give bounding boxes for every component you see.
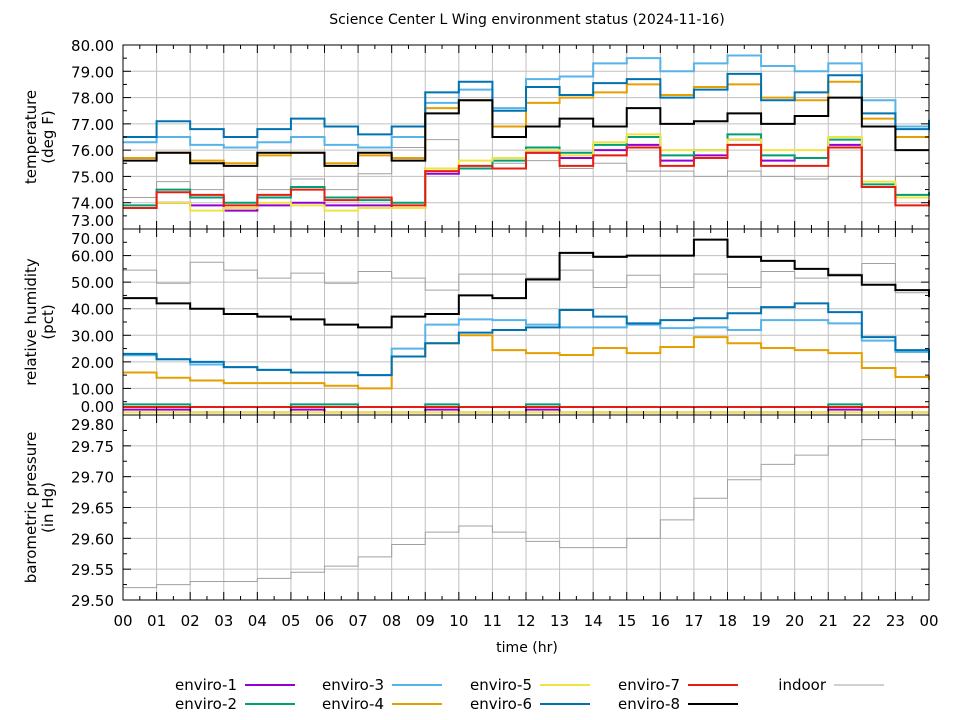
x-tick-label: 06 <box>315 612 334 630</box>
series-line-enviro-7 <box>123 143 930 209</box>
x-tick-label: 11 <box>483 612 502 630</box>
series-line-enviro-6 <box>123 302 930 377</box>
y-axis-label: temperature(deg F) <box>22 90 57 184</box>
legend-item-enviro-6: enviro-6 <box>470 695 590 713</box>
y-tick-label: 10.00 <box>71 380 114 398</box>
y-tick-label: 80.00 <box>71 37 114 55</box>
x-tick-label: 05 <box>281 612 300 630</box>
y-tick-label: 29.50 <box>71 592 114 610</box>
legend-item-indoor: indoor <box>778 676 884 694</box>
y-axis-label-line: (in Hg) <box>39 482 57 533</box>
x-tick-label: 04 <box>248 612 267 630</box>
legend-label: indoor <box>778 676 827 694</box>
legend-item-enviro-8: enviro-8 <box>618 695 738 713</box>
series-line-indoor <box>123 439 929 589</box>
x-tick-label: 17 <box>684 612 703 630</box>
y-tick-label: 73.00 <box>71 212 114 230</box>
legend-label: enviro-8 <box>618 695 680 713</box>
x-tick-label: 03 <box>214 612 233 630</box>
y-tick-label: 76.00 <box>71 142 114 160</box>
x-tick-label: 16 <box>651 612 670 630</box>
y-axis-label-line: (deg F) <box>39 110 57 163</box>
x-tick-label: 18 <box>718 612 737 630</box>
y-tick-label: 74.00 <box>71 195 114 213</box>
y-tick-label: 0.00 <box>81 398 114 416</box>
y-tick-label: 29.75 <box>71 438 114 456</box>
x-tick-label: 12 <box>516 612 535 630</box>
chart-title: Science Center L Wing environment status… <box>329 12 725 28</box>
y-tick-label: 79.00 <box>71 63 114 81</box>
legend-item-enviro-3: enviro-3 <box>322 676 442 694</box>
y-axis-label: barometric pressure(in Hg) <box>22 432 57 584</box>
y-tick-label: 77.00 <box>71 116 114 134</box>
legend-label: enviro-5 <box>470 676 532 694</box>
y-tick-label: 29.60 <box>71 530 114 548</box>
x-tick-label: 07 <box>349 612 368 630</box>
x-tick-label: 13 <box>550 612 569 630</box>
panel-3: 29.50 29.55 29.60 29.65 29.70 29.75 29.80 barom… <box>22 414 930 610</box>
x-tick-label: 00 <box>113 612 132 630</box>
y-tick-label: 29.70 <box>71 469 114 487</box>
y-tick-label: 75.00 <box>71 168 114 186</box>
x-tick-label: 08 <box>382 612 401 630</box>
y-axis-label-line: temperature <box>22 90 40 184</box>
legend-item-enviro-5: enviro-5 <box>470 676 590 694</box>
legend-item-enviro-2: enviro-2 <box>175 695 295 713</box>
x-tick-label: 14 <box>584 612 603 630</box>
legend-label: enviro-2 <box>175 695 237 713</box>
legend-item-enviro-4: enviro-4 <box>322 695 442 713</box>
y-axis-label-line: (pct) <box>39 304 57 339</box>
x-tick-label: 19 <box>752 612 771 630</box>
legend-label: enviro-6 <box>470 695 532 713</box>
legend-item-enviro-1: enviro-1 <box>175 676 295 694</box>
y-axis-label: relative humidity(pct) <box>22 258 57 386</box>
x-tick-label: 01 <box>147 612 166 630</box>
x-tick-labels: 00 01 02 03 04 05 06 07 08 09 10 11 12 13 14 15 16 17 18 19… <box>113 612 938 630</box>
y-axis-label-line: barometric pressure <box>22 432 40 584</box>
series-line-enviro-3 <box>123 54 930 149</box>
y-tick-label: 40.00 <box>71 301 114 319</box>
x-tick-label: 22 <box>852 612 871 630</box>
series-line-enviro-8 <box>123 238 930 329</box>
legend-label: enviro-3 <box>322 676 384 694</box>
legend-item-enviro-7: enviro-7 <box>618 676 738 694</box>
legend-label: enviro-7 <box>618 676 680 694</box>
y-tick-label: 50.00 <box>71 274 114 292</box>
series-line-enviro-8 <box>123 96 929 167</box>
y-axis-label-line: relative humidity <box>22 258 40 386</box>
x-tick-label: 02 <box>181 612 200 630</box>
y-tick-label: 29.65 <box>71 500 114 518</box>
series-line-enviro-4 <box>123 334 930 390</box>
x-tick-label: 00 <box>919 612 938 630</box>
y-tick-label: 60.00 <box>71 248 114 266</box>
x-tick-label: 10 <box>449 612 468 630</box>
x-tick-label: 09 <box>416 612 435 630</box>
y-tick-label: 70.00 <box>71 230 114 248</box>
y-tick-label: 29.55 <box>71 561 114 579</box>
y-tick-label: 29.80 <box>71 416 114 434</box>
y-tick-label: 78.00 <box>71 90 114 108</box>
legend-label: enviro-4 <box>322 695 384 713</box>
x-tick-label: 23 <box>886 612 905 630</box>
series-line-enviro-6 <box>123 72 930 138</box>
x-axis-label: time (hr) <box>496 640 558 656</box>
series-line-indoor <box>123 261 930 294</box>
x-tick-label: 15 <box>617 612 636 630</box>
x-tick-label: 20 <box>785 612 804 630</box>
legend-label: enviro-1 <box>175 676 237 694</box>
y-tick-label: 30.00 <box>71 327 114 345</box>
x-tick-label: 21 <box>819 612 838 630</box>
y-tick-label: 20.00 <box>71 354 114 372</box>
